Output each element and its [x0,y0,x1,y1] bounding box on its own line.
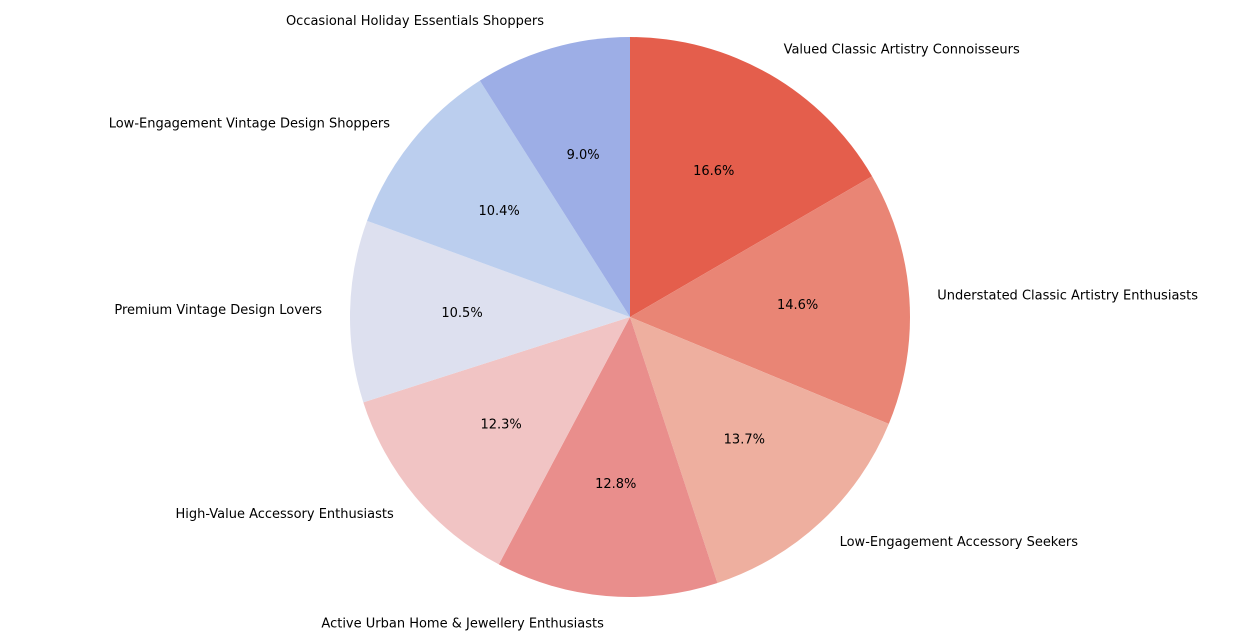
pie-slice [630,176,910,424]
slice-percentage-label: 12.8% [595,477,636,492]
slice-percentage-label: 10.4% [478,204,519,219]
slice-percentage-label: 10.5% [441,306,482,321]
pie-slice [630,37,873,317]
pie-slice [367,80,630,317]
slice-percentage-label: 14.6% [777,298,818,313]
pie-slice [363,317,630,565]
slice-category-label: Active Urban Home & Jewellery Enthusiast… [321,616,604,631]
pie-slices [350,37,910,597]
slice-percentage-label: 9.0% [567,148,600,163]
slice-category-label: High-Value Accessory Enthusiasts [175,507,394,522]
slice-category-label: Low-Engagement Accessory Seekers [840,535,1079,550]
pie-slice [350,220,630,403]
pie-slice [479,37,630,317]
slice-percentage-label: 16.6% [693,164,734,179]
pie-slice [498,317,718,597]
slice-category-label: Premium Vintage Design Lovers [114,303,322,318]
slice-percentage-label: 12.3% [480,417,521,432]
slice-category-label: Occasional Holiday Essentials Shoppers [286,14,544,29]
slice-category-label: Valued Classic Artistry Connoisseurs [784,43,1020,58]
slice-category-label: Understated Classic Artistry Enthusiasts [937,289,1198,304]
slice-labels: Valued Classic Artistry Connoisseurs Unde… [109,14,1199,632]
slice-category-label: Low-Engagement Vintage Design Shoppers [109,116,391,131]
pie-slice [630,317,889,583]
slice-percentage-label: 13.7% [724,433,765,448]
percentage-labels: 16.6% 14.6% 13.7% 12.8% 12.3% 10.5% 10.4% 9.0% [441,148,818,492]
